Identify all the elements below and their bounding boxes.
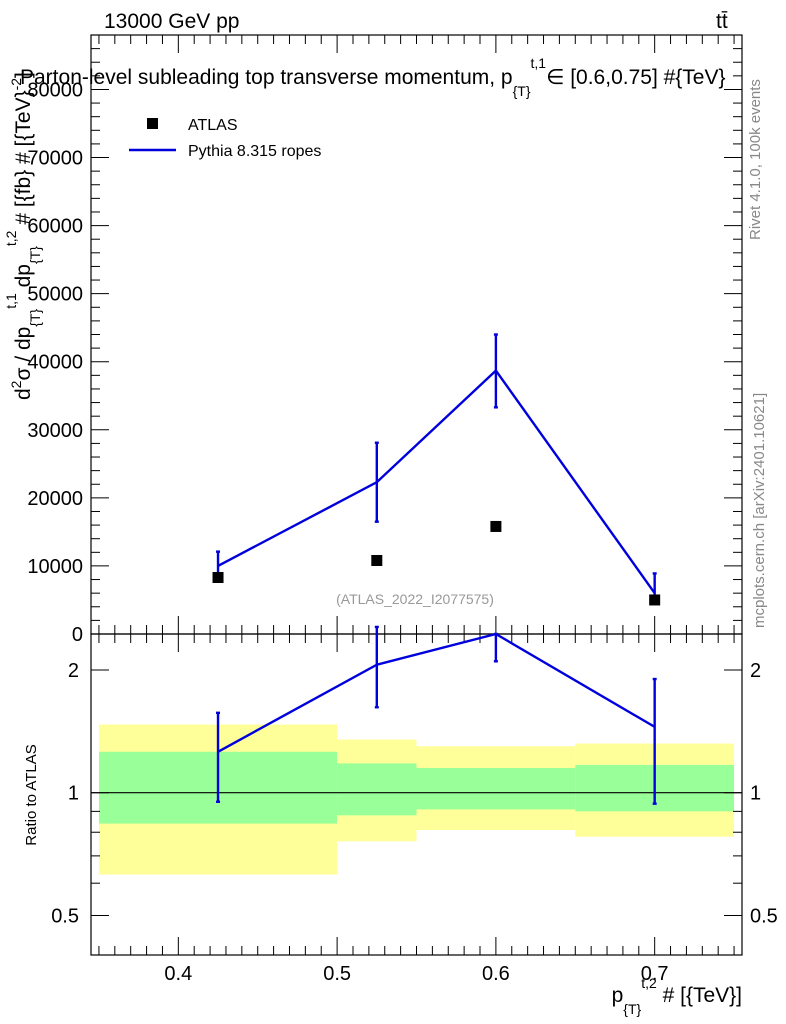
ratio-panel: 0.5 0.5 1 1 2 2 0.4 0.5 0.6 0.7 bbox=[51, 625, 778, 985]
uncertainty-band-inner bbox=[416, 767, 576, 810]
x-axis-label: p{T}t,2 # [{TeV}] bbox=[612, 975, 742, 1017]
y-tick-label: 50000 bbox=[27, 284, 83, 306]
y-tick-label: 0 bbox=[72, 624, 83, 646]
y-tick-label: 70000 bbox=[27, 148, 83, 170]
x-tick-label: 0.4 bbox=[164, 963, 192, 985]
ratio-mc-line bbox=[217, 632, 656, 753]
chart-title-sub: {T} bbox=[513, 83, 531, 99]
x-tick-label: 0.7 bbox=[641, 963, 669, 985]
legend-mc-label: Pythia 8.315 ropes bbox=[188, 143, 321, 160]
y-tick-label: 80000 bbox=[27, 79, 83, 101]
header-left: 13000 GeV pp bbox=[104, 10, 239, 33]
y-tick-label: 40000 bbox=[27, 352, 83, 374]
ratio-y-tick-label: 1 bbox=[68, 783, 79, 805]
mc-series-line bbox=[217, 368, 656, 594]
ratio-y-tick-label: 0.5 bbox=[51, 905, 79, 927]
chart-title-sup: t,1 bbox=[531, 55, 547, 71]
legend-data-label: ATLAS bbox=[188, 117, 238, 134]
y-tick-label: 30000 bbox=[27, 420, 83, 442]
y-tick-label: 60000 bbox=[27, 216, 83, 238]
rivet-label: Rivet 4.1.0, 100k events bbox=[747, 79, 764, 240]
legend-data-marker bbox=[147, 118, 158, 129]
main-panel: 0 10000 20000 30000 40000 50000 60000 70000 8000… bbox=[27, 34, 743, 646]
analysis-watermark: (ATLAS_2022_I2077575) bbox=[336, 591, 494, 607]
data-point bbox=[212, 572, 224, 584]
y-axis-label-ratio: Ratio to ATLAS bbox=[23, 744, 40, 845]
y-tick-label: 20000 bbox=[27, 488, 83, 510]
x-tick-label: 0.5 bbox=[323, 963, 351, 985]
uncertainty-band-inner bbox=[337, 763, 417, 816]
header-right: tt̄ bbox=[716, 10, 728, 33]
ratio-y-tick-label-right: 0.5 bbox=[750, 905, 778, 927]
data-point bbox=[649, 594, 661, 606]
chart-title-tail: ∈ [0.6,0.75] #{TeV} bbox=[546, 66, 725, 89]
mcplots-label: mcplots.cern.ch [arXiv:2401.10621] bbox=[751, 393, 768, 628]
ratio-y-tick-label-right: 2 bbox=[750, 660, 761, 682]
chart-title-main: Parton-level subleading top transverse m… bbox=[20, 66, 513, 89]
y-tick-label: 10000 bbox=[27, 556, 83, 578]
x-tick-label: 0.6 bbox=[482, 963, 510, 985]
ratio-y-tick-label-right: 1 bbox=[750, 783, 761, 805]
chart-title: Parton-level subleading top transverse m… bbox=[20, 55, 726, 99]
data-point bbox=[371, 554, 383, 566]
ratio-y-tick-label: 2 bbox=[68, 660, 79, 682]
y-axis-label-main: d2σ / dp{T}t,1 dp{T}t,2 # [{fb} # [{TeV}… bbox=[3, 72, 43, 400]
data-point bbox=[490, 520, 502, 532]
